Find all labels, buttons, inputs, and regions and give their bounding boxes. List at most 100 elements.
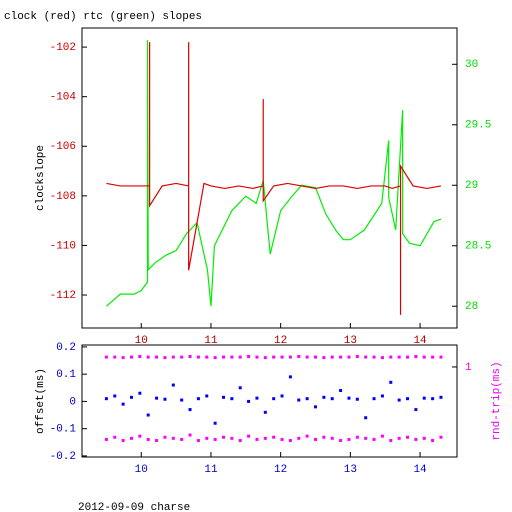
- point: [439, 395, 443, 399]
- point: [372, 397, 376, 401]
- point: [288, 439, 292, 443]
- point: [322, 395, 326, 399]
- point: [439, 435, 443, 439]
- point: [113, 355, 117, 359]
- point: [339, 355, 343, 359]
- point: [129, 355, 133, 359]
- point: [330, 355, 334, 359]
- y-tick-label: -0.1: [50, 424, 77, 436]
- point: [146, 413, 150, 417]
- point: [397, 398, 401, 402]
- point: [314, 355, 318, 359]
- x-tick-label: 12: [274, 464, 287, 476]
- point: [288, 375, 292, 379]
- point: [188, 408, 192, 412]
- point: [355, 397, 359, 401]
- y-tick-label: -106: [50, 141, 76, 153]
- point: [380, 394, 384, 398]
- footer: 2012-09-09 charse: [78, 502, 190, 512]
- point: [322, 435, 326, 439]
- point: [238, 439, 242, 443]
- point: [104, 355, 108, 359]
- point: [221, 395, 225, 399]
- point: [431, 439, 435, 443]
- x-tick-label: 13: [344, 335, 357, 347]
- point: [355, 435, 359, 439]
- point: [347, 355, 351, 359]
- point: [339, 439, 343, 443]
- point: [263, 436, 267, 440]
- point: [305, 397, 309, 401]
- point: [205, 394, 209, 398]
- point: [213, 356, 217, 360]
- x-tick-label: 14: [413, 464, 427, 476]
- point: [180, 437, 184, 441]
- point: [406, 397, 410, 401]
- point: [247, 355, 251, 359]
- point: [230, 436, 234, 440]
- y-axis-label: offset(ms): [35, 368, 47, 434]
- point: [230, 397, 234, 401]
- y-axis-label: clockslope: [35, 145, 47, 211]
- point: [314, 437, 318, 441]
- chart-title: clock (red) rtc (green) slopes: [4, 11, 202, 23]
- point: [439, 355, 443, 359]
- x-tick-label: 11: [204, 464, 218, 476]
- y2-tick-label: 29.5: [465, 120, 491, 132]
- point: [247, 399, 251, 403]
- point: [171, 355, 175, 359]
- y-tick-label: -110: [50, 240, 76, 252]
- x-tick-label: 13: [344, 464, 357, 476]
- point: [330, 436, 334, 440]
- point: [364, 416, 368, 420]
- y2-tick-label: 30: [465, 59, 478, 71]
- point: [339, 389, 343, 393]
- point: [129, 395, 133, 399]
- point: [263, 410, 267, 414]
- x-tick-label: 14: [413, 335, 427, 347]
- point: [414, 408, 418, 412]
- point: [347, 437, 351, 441]
- point: [414, 355, 418, 359]
- point: [163, 356, 167, 360]
- point: [146, 437, 150, 441]
- point: [255, 396, 259, 400]
- point: [188, 433, 192, 437]
- point: [422, 355, 426, 359]
- point: [121, 439, 125, 443]
- y-tick-label: -0.2: [50, 451, 76, 463]
- y-tick-label: 0: [69, 396, 76, 408]
- point: [397, 436, 401, 440]
- point: [113, 394, 117, 398]
- point: [180, 355, 184, 359]
- y-tick-label: -104: [50, 92, 77, 104]
- point: [138, 434, 142, 438]
- point: [372, 437, 376, 441]
- point: [389, 380, 393, 384]
- point: [305, 355, 309, 359]
- point: [280, 437, 284, 441]
- point: [280, 355, 284, 359]
- point: [422, 436, 426, 440]
- point: [364, 436, 368, 440]
- point: [205, 355, 209, 359]
- point: [171, 436, 175, 440]
- point: [205, 436, 209, 440]
- point: [121, 356, 125, 360]
- y-tick-label: -108: [50, 191, 76, 203]
- point: [364, 355, 368, 359]
- point: [431, 355, 435, 359]
- plot-frame: [81, 344, 458, 458]
- point: [138, 391, 142, 395]
- x-tick-label: 12: [274, 335, 287, 347]
- x-tick-label: 11: [204, 335, 218, 347]
- point: [104, 437, 108, 441]
- y2-tick-label: 28.5: [465, 241, 491, 253]
- point: [221, 435, 225, 439]
- point: [297, 436, 301, 440]
- point: [406, 355, 410, 359]
- point: [104, 397, 108, 401]
- point: [414, 437, 418, 441]
- point: [213, 421, 217, 425]
- point: [129, 436, 133, 440]
